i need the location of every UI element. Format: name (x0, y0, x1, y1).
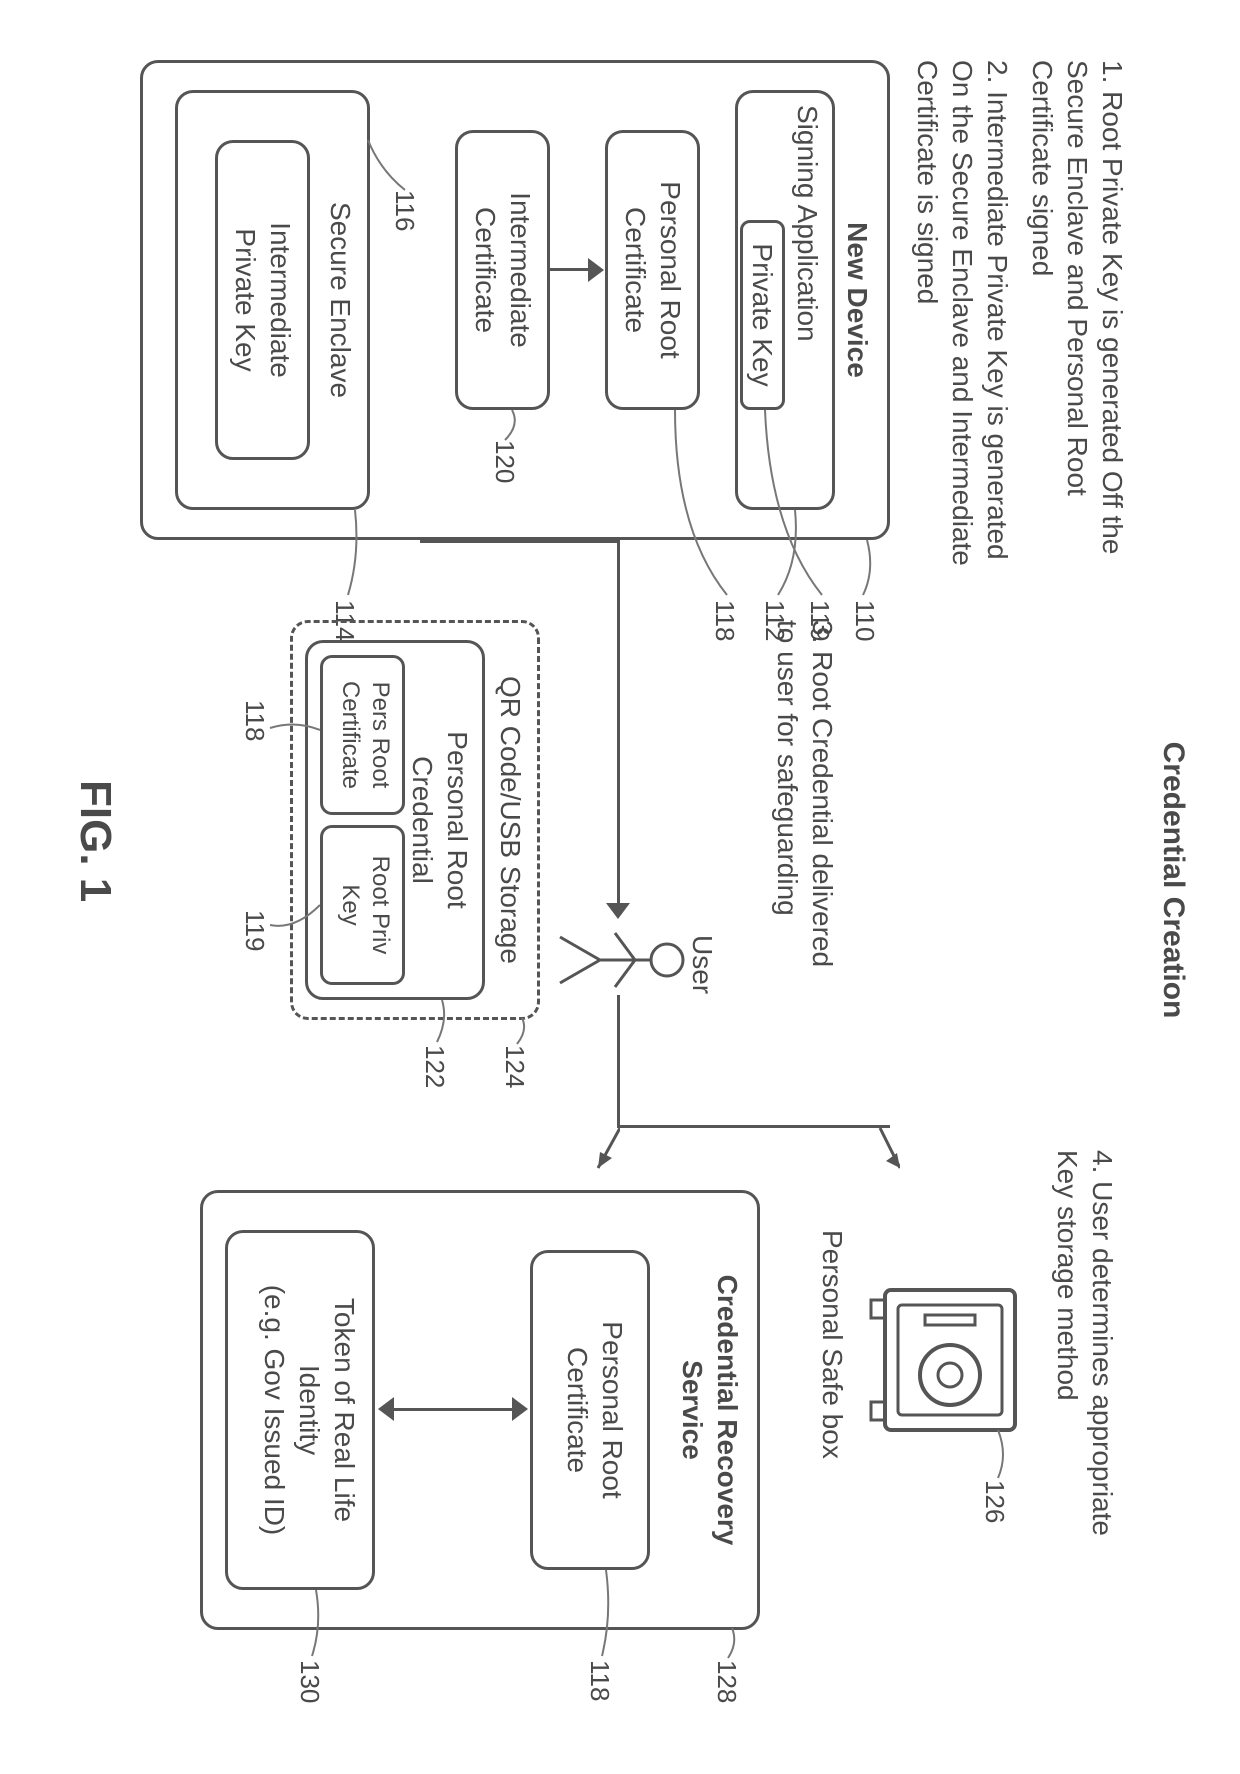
note-3: 3. Root Credential delivered to user for… (770, 620, 840, 1020)
private-key-label: Private Key (745, 220, 780, 410)
credential-label: Personal Root Credential (405, 640, 475, 1000)
arrow-to-recovery (580, 1128, 620, 1188)
leader-128 (720, 1628, 738, 1663)
arrow-to-user-line (617, 540, 620, 905)
ref-116: 116 (389, 190, 420, 231)
new-device-title: New Device (840, 60, 875, 540)
double-arrow-line (390, 1408, 520, 1411)
user-branch-vert (617, 1125, 890, 1128)
leader-130 (304, 1590, 322, 1662)
ref-128: 128 (711, 1660, 742, 1703)
safe-box-label: Personal Safe box (815, 1230, 850, 1459)
ref-124: 124 (499, 1045, 530, 1088)
note-4: 4. User determines appropriate Key stora… (1050, 1150, 1120, 1590)
storage-label: QR Code/USB Storage (493, 620, 528, 1020)
diagram-canvas: Credential Creation 1. Root Private Key … (0, 0, 1240, 1774)
signing-app-label: Signing Application (790, 105, 825, 342)
leader-120 (495, 410, 520, 445)
ref-122: 122 (419, 1045, 450, 1088)
arrow-to-user-head (606, 903, 630, 919)
user-branch-line (617, 995, 620, 1125)
leader-122 (428, 1000, 448, 1048)
ref-126: 126 (979, 1480, 1010, 1523)
safe-box-icon (855, 1275, 1030, 1445)
ref-110: 110 (849, 600, 880, 641)
user-icon (550, 925, 685, 995)
double-arrow-down (378, 1397, 394, 1421)
leader-118c (594, 1570, 612, 1662)
pers-cert-small-label: Pers Root Certificate (335, 655, 395, 815)
arrow-cert-up-head (588, 258, 604, 282)
arrow-to-user-down (420, 540, 620, 543)
intermediate-cert-label: Intermediate Certificate (468, 130, 538, 410)
recovery-cert-label: Personal Root Certificate (560, 1250, 630, 1570)
leader-118b (265, 720, 320, 750)
root-priv-label: Root Priv Key (335, 825, 395, 985)
leader-124 (508, 1018, 528, 1048)
user-label: User (685, 935, 720, 994)
token-label: Token of Real Life Identity (e.g. Gov Is… (257, 1230, 362, 1590)
ref-118a: 118 (709, 600, 740, 641)
note-2: 2. Intermediate Private Key is generated… (910, 60, 1015, 600)
leader-112 (770, 510, 800, 600)
leader-119b (265, 900, 320, 940)
note-1: 1. Root Private Key is generated Off the… (1025, 60, 1130, 600)
ref-118c: 118 (584, 1660, 615, 1701)
pers-root-cert-label: Personal Root Certificate (618, 130, 688, 410)
figure-label: FIG. 1 (70, 780, 120, 902)
ref-130: 130 (294, 1660, 325, 1703)
arrow-to-safe (865, 1128, 900, 1188)
leader-126 (988, 1430, 1008, 1482)
leader-114 (340, 510, 360, 600)
recovery-title: Credential Recovery Service (675, 1190, 745, 1630)
page-title: Credential Creation (1156, 600, 1190, 1160)
intermediate-priv-key-label: Intermediate Private Key (228, 140, 298, 460)
ref-120: 120 (489, 440, 520, 483)
leader-118a (665, 410, 735, 600)
double-arrow-up (512, 1397, 528, 1421)
leader-110 (855, 540, 875, 600)
secure-enclave-label: Secure Enclave (323, 90, 358, 510)
leader-116 (365, 140, 410, 195)
